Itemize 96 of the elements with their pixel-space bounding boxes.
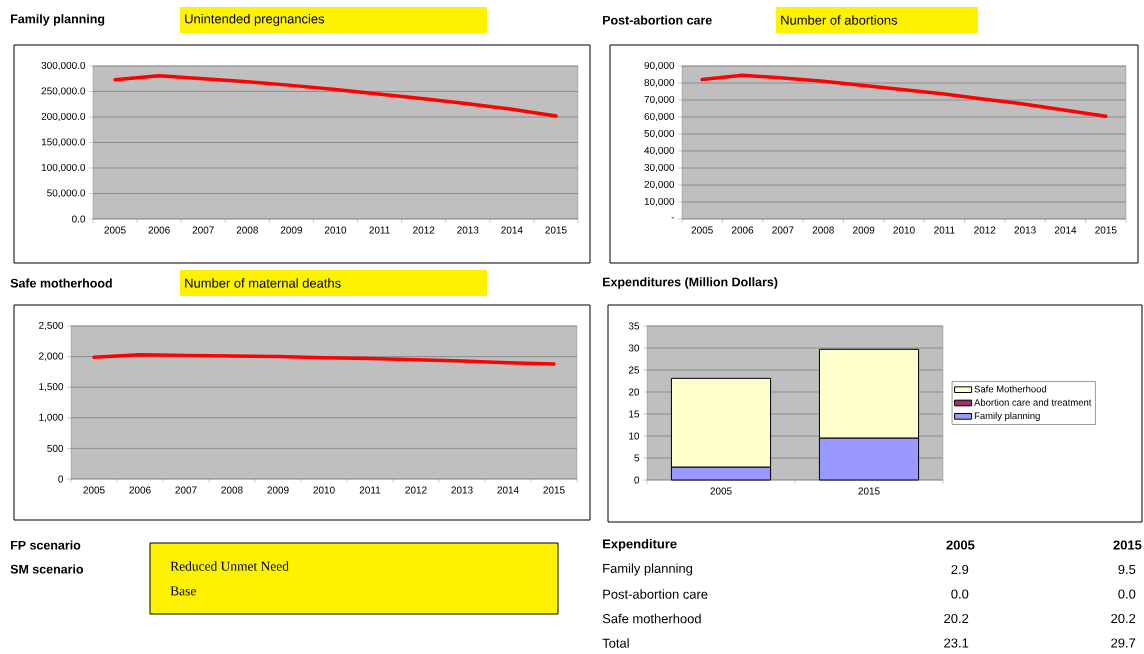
x-tick-label: 2007 <box>175 486 197 494</box>
x-tick-label: 2008 <box>221 486 243 494</box>
x-tick-label: 2014 <box>497 486 519 494</box>
x-tick-label: 2012 <box>413 226 435 234</box>
legend-label: Family planning <box>974 412 1040 421</box>
text: 9.5 <box>1118 564 1136 575</box>
chart-subtitle: Unintended pregnancies <box>185 13 325 27</box>
y-tick-label: 60,000 <box>644 112 675 122</box>
y-tick-label: 30,000 <box>644 163 675 173</box>
text: 20.2 <box>1111 613 1136 624</box>
x-tick-label: 2014 <box>501 226 523 234</box>
chart-title: Expenditures (Million Dollars) <box>603 277 778 289</box>
y-tick-label: 2,000 <box>39 352 64 361</box>
text: 2.9 <box>951 564 969 575</box>
x-tick-label: 2006 <box>148 226 170 234</box>
x-tick-label: 2005 <box>83 486 105 494</box>
text: 2005 <box>946 540 975 550</box>
chart-title: Safe motherhood <box>10 278 112 288</box>
x-tick-label: 2006 <box>731 226 754 234</box>
y-tick-label: 250,000.0 <box>41 87 86 96</box>
x-tick-label: 2010 <box>324 226 347 234</box>
y-tick-label: 90,000 <box>644 61 675 71</box>
y-tick-label: 150,000.0 <box>41 138 86 147</box>
x-tick-label: 2015 <box>1095 226 1117 234</box>
line-series <box>92 353 556 366</box>
text: 20.2 <box>944 613 969 624</box>
text: 0.0 <box>1118 589 1136 599</box>
x-tick-label: 2009 <box>853 226 875 234</box>
y-tick-label: 2,500 <box>39 321 64 331</box>
y-tick-label: 35 <box>628 322 640 330</box>
text: SM scenario <box>10 564 84 574</box>
x-tick-label: 2012 <box>405 486 427 494</box>
y-tick-label: 300,000.0 <box>41 61 86 71</box>
text: 29.7 <box>1111 638 1136 648</box>
x-tick-label: 2015 <box>545 226 567 234</box>
y-tick-label: 25 <box>628 366 640 374</box>
y-tick-label: 40,000 <box>644 146 675 156</box>
y-tick-label: 70,000 <box>644 95 675 105</box>
x-tick-label: 2010 <box>893 226 915 234</box>
y-tick-label: 100,000.0 <box>41 163 86 173</box>
text: Total <box>602 638 629 648</box>
y-tick-label: 0.0 <box>72 215 86 223</box>
x-tick-label: 2008 <box>812 226 834 234</box>
y-tick-label: 20 <box>628 388 640 396</box>
y-tick-label: 1,500 <box>39 383 64 392</box>
x-tick-label: 2009 <box>267 486 289 494</box>
x-tick-label: 2005 <box>710 487 732 495</box>
x-tick-label: 2005 <box>104 226 126 234</box>
legend-label: Abortion care and treatment <box>974 398 1092 406</box>
text: 23.1 <box>944 638 969 648</box>
y-tick-label: 80,000 <box>644 78 675 88</box>
x-tick-label: 2011 <box>934 226 955 234</box>
x-tick-label: 2013 <box>1014 226 1036 234</box>
y-tick-label: 30 <box>628 344 640 352</box>
y-tick-label: 500 <box>47 444 64 452</box>
text: 0.0 <box>951 589 969 599</box>
x-tick-label: 2012 <box>974 226 996 234</box>
text: Reduced Unmet Need <box>170 561 289 571</box>
text: Post-abortion care <box>603 589 708 599</box>
y-tick-label: 0 <box>634 476 640 484</box>
y-tick-label: 50,000 <box>644 129 675 139</box>
text: Safe motherhood <box>602 613 701 624</box>
y-tick-label: 10,000 <box>644 197 675 207</box>
chart-subtitle: Number of abortions <box>781 15 898 25</box>
y-tick-label: 5 <box>634 454 640 462</box>
y-tick-label: 0 <box>58 475 64 483</box>
text: Family planning <box>603 563 693 576</box>
x-tick-label: 2008 <box>236 226 258 234</box>
y-tick-label: 15 <box>629 410 640 418</box>
text: FP scenario <box>11 540 81 550</box>
text: Base <box>170 586 196 596</box>
x-tick-label: 2013 <box>451 486 473 494</box>
y-tick-label: 20,000 <box>644 180 675 190</box>
chart-title: Family planning <box>11 14 105 26</box>
x-tick-label: 2007 <box>772 226 794 234</box>
x-tick-label: 2013 <box>457 226 479 234</box>
chart-title: Post-abortion care <box>603 15 712 25</box>
x-tick-label: 2006 <box>129 486 151 494</box>
y-tick-label: 10 <box>629 432 640 440</box>
y-tick-label: 50,000.0 <box>47 189 86 198</box>
text: 2015 <box>1113 540 1142 550</box>
x-tick-label: 2011 <box>369 226 390 234</box>
y-tick-label: - <box>671 217 675 219</box>
x-tick-label: 2005 <box>691 226 713 234</box>
x-tick-label: 2010 <box>313 486 335 494</box>
x-tick-label: 2009 <box>280 226 303 234</box>
x-tick-label: 2015 <box>543 486 565 494</box>
y-tick-label: 1,000 <box>39 413 64 422</box>
x-tick-label: 2014 <box>1054 226 1077 234</box>
x-tick-label: 2011 <box>359 486 381 494</box>
x-tick-label: 2007 <box>192 226 214 234</box>
y-tick-label: 200,000.0 <box>41 112 86 122</box>
legend-label: Safe Motherhood <box>974 385 1047 393</box>
x-tick-label: 2015 <box>858 487 880 495</box>
text: Expenditure <box>603 538 677 552</box>
chart-subtitle: Number of maternal deaths <box>185 278 341 288</box>
